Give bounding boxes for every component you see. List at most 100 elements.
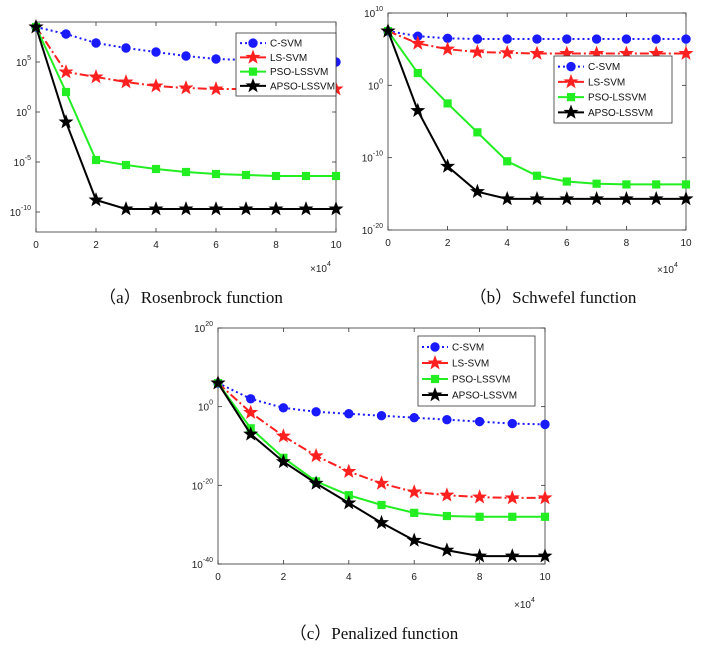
series-apso-lssvm — [210, 375, 553, 563]
plot-area — [35, 21, 337, 233]
data-point — [91, 38, 101, 48]
data-point — [529, 191, 545, 206]
series-ls-svm — [380, 23, 694, 60]
data-point — [540, 419, 550, 430]
data-point — [529, 45, 545, 60]
data-point — [298, 201, 314, 216]
x-tick-label: 2 — [281, 572, 287, 583]
legend-label: LS-SVM — [270, 53, 307, 64]
x-tick-label: 10 — [330, 240, 342, 251]
figure-caption: （a）Rosenbrock function — [99, 288, 283, 307]
data-point — [504, 490, 520, 505]
data-point — [562, 177, 571, 186]
legend-label: PSO-LSSVM — [588, 93, 646, 104]
data-point — [121, 160, 131, 170]
data-point — [308, 447, 324, 463]
data-point — [377, 500, 386, 510]
legend-marker — [248, 67, 258, 76]
data-point — [562, 34, 572, 44]
x-tick-label: 4 — [153, 240, 159, 251]
data-point — [507, 418, 517, 429]
y-tick-label: 10-10 — [10, 205, 31, 219]
y-tick-exponent: 0 — [209, 400, 213, 407]
x-tick-label: 2 — [93, 240, 99, 251]
y-tick-exponent: 10 — [375, 6, 383, 13]
data-point — [148, 201, 164, 216]
y-tick-exponent: 0 — [379, 78, 383, 85]
data-point — [301, 171, 311, 181]
data-point — [406, 484, 422, 499]
x-tick-label: 8 — [624, 238, 630, 249]
data-point — [151, 164, 161, 174]
data-point — [238, 201, 254, 216]
data-point — [58, 114, 74, 129]
data-point — [472, 548, 488, 563]
data-point — [151, 47, 161, 57]
data-point — [211, 54, 221, 64]
data-point — [61, 29, 71, 39]
data-point — [442, 414, 452, 425]
data-point — [374, 475, 389, 490]
legend-label: C-SVM — [452, 343, 484, 354]
series-apso-lssvm — [380, 23, 694, 206]
x-tick-label: 2 — [445, 238, 451, 249]
data-point — [592, 179, 601, 188]
data-point — [504, 548, 520, 563]
x-multiplier: ×104 — [310, 261, 331, 275]
series-line — [387, 30, 686, 41]
data-point — [474, 416, 485, 427]
data-point — [442, 33, 453, 44]
data-point — [651, 34, 661, 44]
data-point — [473, 128, 482, 137]
plot-area — [217, 327, 546, 565]
data-point — [439, 542, 455, 557]
legend: C-SVM LS-SVM PSO-LSSVM APSO-LSSVM — [417, 335, 536, 407]
panel-c: 0 2 4 6 8 10 1020 100 10-20 10-40 ×104 C-SVM LS-SVM P… — [192, 321, 553, 643]
x-multiplier: ×104 — [657, 262, 678, 276]
y-tick-exponent: -40 — [203, 557, 213, 564]
data-point — [540, 512, 550, 521]
legend-label: PSO-LSSVM — [452, 375, 510, 386]
data-point — [331, 171, 341, 181]
y-tick-label: 105 — [16, 55, 31, 69]
data-point — [268, 201, 284, 216]
y-tick-label: 100 — [368, 78, 383, 92]
data-point — [208, 201, 224, 216]
legend-label: APSO-LSSVM — [452, 391, 517, 402]
y-tick-label: 10-10 — [362, 151, 383, 165]
panel-b: 0 2 4 6 8 10101010010-1010-20×104C-SVMLS-SVMP… — [362, 6, 694, 307]
legend-label: C-SVM — [270, 39, 302, 50]
data-point — [410, 508, 419, 517]
data-point — [328, 201, 344, 216]
data-point — [118, 201, 134, 216]
y-tick-exponent: -5 — [25, 155, 31, 162]
data-point — [181, 51, 191, 61]
data-point — [91, 155, 101, 165]
data-point — [208, 81, 224, 96]
y-tick-label: 1020 — [194, 321, 213, 335]
x-tick-label: 6 — [411, 572, 417, 583]
y-tick-label: 10-40 — [192, 557, 213, 571]
data-point — [88, 69, 104, 84]
data-point — [210, 375, 226, 390]
legend-label: LS-SVM — [452, 359, 489, 370]
data-point — [621, 34, 632, 44]
data-point — [148, 78, 164, 93]
data-point — [61, 87, 71, 97]
legend-label: C-SVM — [588, 62, 620, 73]
data-point — [243, 426, 259, 441]
data-point — [537, 548, 553, 563]
data-point — [469, 44, 485, 59]
data-point — [439, 487, 455, 502]
x-tick-label: 0 — [33, 240, 39, 251]
data-point — [341, 495, 357, 510]
data-point — [374, 514, 389, 530]
y-tick-exponent: -10 — [373, 151, 383, 158]
data-point — [308, 475, 324, 490]
series-c-svm — [383, 26, 691, 44]
panel-a: 0 2 4 6 8 10 105 100 10-5 10-10 ×104 C-SVM LS-SVM PSO… — [10, 19, 344, 307]
legend: C-SVM LS-SVM PSO-LSSVM APSO-LSSVM — [553, 55, 673, 124]
legend-marker — [430, 374, 440, 384]
y-tick-label: 1010 — [364, 6, 383, 20]
